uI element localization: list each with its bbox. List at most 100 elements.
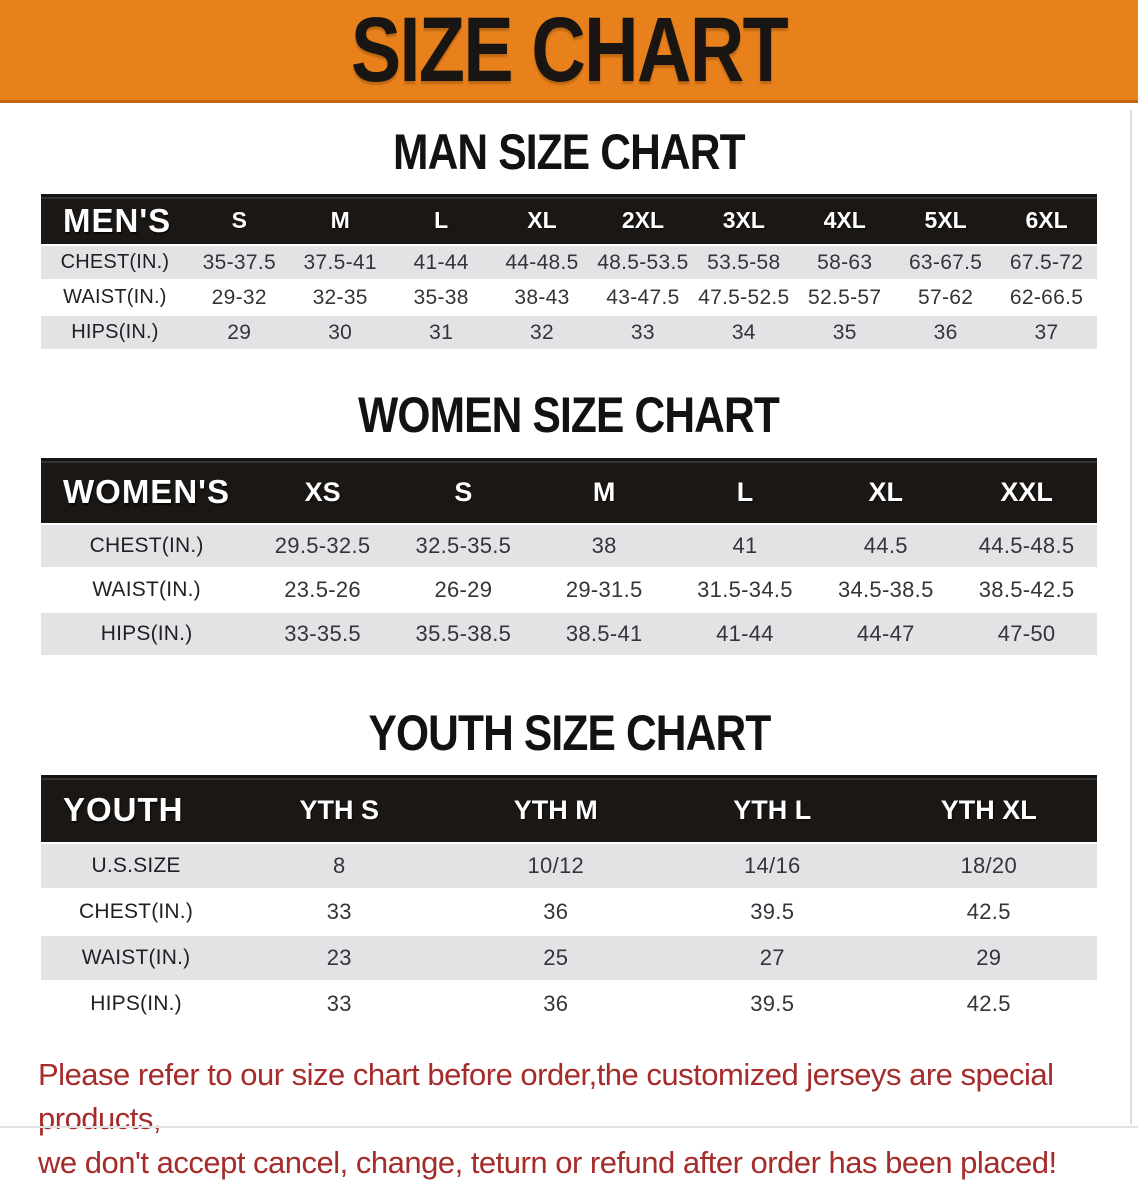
disclaimer-text: Please refer to our size chart before or… <box>38 1053 1138 1185</box>
size-table-youth: YOUTH YTH S YTH M YTH L YTH XL U.S.SIZE 8 10/12… <box>41 775 1097 1027</box>
table-header-row: YOUTH YTH S YTH M YTH L YTH XL <box>41 776 1097 843</box>
size-column-header: S <box>392 459 534 524</box>
size-cell: 41 <box>674 523 816 569</box>
size-chart-sections: MAN SIZE CHART MEN'S S M L XL 2XL 3XL 4XL 5XL 6XL C… <box>0 127 1138 1027</box>
size-cell: 38 <box>533 523 675 569</box>
size-cell: 30 <box>289 314 391 350</box>
row-label: CHEST(IN.) <box>41 888 232 936</box>
row-label: WAIST(IN.) <box>41 567 253 613</box>
size-cell: 32-35 <box>289 279 391 316</box>
size-cell: 39.5 <box>664 888 881 936</box>
row-label: CHEST(IN.) <box>41 244 189 281</box>
table-body: CHEST(IN.) 35-37.5 37.5-41 41-44 44-48.5 48.5… <box>41 244 1097 350</box>
size-cell: 37.5-41 <box>289 244 391 281</box>
size-table-women: WOMEN'S XS S M L XL XXL CHEST(IN.) 29.5-32.5 32.5… <box>41 458 1097 656</box>
table-row: WAIST(IN.) 29-32 32-35 35-38 38-43 43-47.5 47.… <box>41 279 1097 316</box>
size-cell: 44.5 <box>815 523 957 569</box>
table-header-row: MEN'S S M L XL 2XL 3XL 4XL 5XL 6XL <box>41 195 1097 245</box>
size-column-header: L <box>390 195 492 245</box>
size-table-wrap-men: MEN'S S M L XL 2XL 3XL 4XL 5XL 6XL CHEST(IN.) 35-37… <box>41 194 1097 350</box>
size-cell: 34.5-38.5 <box>815 567 957 613</box>
size-table-wrap-women: WOMEN'S XS S M L XL XXL CHEST(IN.) 29.5-32.5 32.5… <box>41 458 1097 656</box>
size-cell: 32.5-35.5 <box>392 523 534 569</box>
table-head: YOUTH YTH S YTH M YTH L YTH XL <box>41 776 1097 843</box>
size-cell: 34 <box>693 314 795 350</box>
size-cell: 42.5 <box>880 980 1097 1027</box>
size-cell: 36 <box>447 888 665 936</box>
section-heading-text: YOUTH SIZE CHART <box>368 705 771 761</box>
size-cell: 10/12 <box>447 842 665 890</box>
row-label: CHEST(IN.) <box>41 523 253 569</box>
banner-title: SIZE CHART <box>350 0 789 101</box>
section-heading-youth: YOUTH SIZE CHART <box>0 708 1138 758</box>
row-label: WAIST(IN.) <box>41 279 189 316</box>
table-head: MEN'S S M L XL 2XL 3XL 4XL 5XL 6XL <box>41 195 1097 245</box>
size-column-header: 2XL <box>592 195 694 245</box>
section-heading-men: MAN SIZE CHART <box>0 127 1138 177</box>
size-column-header: XS <box>252 459 393 524</box>
size-cell: 35-37.5 <box>188 244 290 281</box>
size-cell: 23 <box>231 934 448 982</box>
table-row: HIPS(IN.) 29 30 31 32 33 34 35 36 37 <box>41 314 1097 350</box>
size-cell: 47.5-52.5 <box>693 279 795 316</box>
size-cell: 35-38 <box>390 279 492 316</box>
size-cell: 44-48.5 <box>491 244 593 281</box>
disclaimer-line-1: Please refer to our size chart before or… <box>38 1057 1054 1136</box>
size-column-header: M <box>289 195 391 245</box>
size-cell: 52.5-57 <box>794 279 896 316</box>
table-row: CHEST(IN.) 35-37.5 37.5-41 41-44 44-48.5 48.5… <box>41 244 1097 281</box>
table-head: WOMEN'S XS S M L XL XXL <box>41 459 1097 524</box>
size-cell: 53.5-58 <box>693 244 795 281</box>
table-row: HIPS(IN.) 33 36 39.5 42.5 <box>41 980 1097 1027</box>
size-cell: 37 <box>996 314 1097 350</box>
bottom-edge-line <box>0 1126 1138 1128</box>
size-cell: 33 <box>231 980 448 1027</box>
size-cell: 67.5-72 <box>996 244 1097 281</box>
size-column-header: S <box>188 195 290 245</box>
size-column-header: 6XL <box>996 195 1097 245</box>
size-cell: 31 <box>390 314 492 350</box>
size-cell: 33 <box>231 888 448 936</box>
size-column-header: 3XL <box>693 195 795 245</box>
size-cell: 35.5-38.5 <box>392 611 534 656</box>
size-column-header: XXL <box>956 459 1097 524</box>
disclaimer-line-2: we don't accept cancel, change, teturn o… <box>38 1145 1057 1180</box>
section-heading-women: WOMEN SIZE CHART <box>0 390 1138 440</box>
size-cell: 29-32 <box>188 279 290 316</box>
row-label: HIPS(IN.) <box>41 314 189 350</box>
table-group-label: YOUTH <box>41 776 232 843</box>
size-cell: 41-44 <box>674 611 816 656</box>
size-column-header: YTH M <box>447 776 665 843</box>
table-body: CHEST(IN.) 29.5-32.5 32.5-35.5 38 41 44.5 44.5… <box>41 523 1097 656</box>
size-column-header: XL <box>815 459 957 524</box>
size-cell: 57-62 <box>895 279 997 316</box>
size-cell: 38.5-42.5 <box>956 567 1097 613</box>
size-cell: 33-35.5 <box>252 611 393 656</box>
size-cell: 25 <box>447 934 665 982</box>
size-chart-banner: SIZE CHART <box>0 0 1138 103</box>
size-cell: 14/16 <box>664 842 881 890</box>
size-cell: 31.5-34.5 <box>674 567 816 613</box>
size-cell: 36 <box>895 314 997 350</box>
table-body: U.S.SIZE 8 10/12 14/16 18/20 CHEST(IN.) 33 36 39… <box>41 842 1097 1027</box>
size-cell: 18/20 <box>880 842 1097 890</box>
row-label: HIPS(IN.) <box>41 980 232 1027</box>
table-row: CHEST(IN.) 33 36 39.5 42.5 <box>41 888 1097 936</box>
size-cell: 47-50 <box>956 611 1097 656</box>
size-cell: 63-67.5 <box>895 244 997 281</box>
size-cell: 38.5-41 <box>533 611 675 656</box>
size-cell: 29 <box>188 314 290 350</box>
size-cell: 29.5-32.5 <box>252 523 393 569</box>
row-label: HIPS(IN.) <box>41 611 253 656</box>
size-cell: 42.5 <box>880 888 1097 936</box>
size-cell: 29-31.5 <box>533 567 675 613</box>
size-cell: 44-47 <box>815 611 957 656</box>
size-cell: 39.5 <box>664 980 881 1027</box>
size-table-wrap-youth: YOUTH YTH S YTH M YTH L YTH XL U.S.SIZE 8 10/12… <box>41 775 1097 1027</box>
size-cell: 44.5-48.5 <box>956 523 1097 569</box>
size-cell: 32 <box>491 314 593 350</box>
table-header-row: WOMEN'S XS S M L XL XXL <box>41 459 1097 524</box>
row-label: WAIST(IN.) <box>41 934 232 982</box>
size-column-header: YTH S <box>231 776 448 843</box>
table-group-label: MEN'S <box>41 195 189 245</box>
